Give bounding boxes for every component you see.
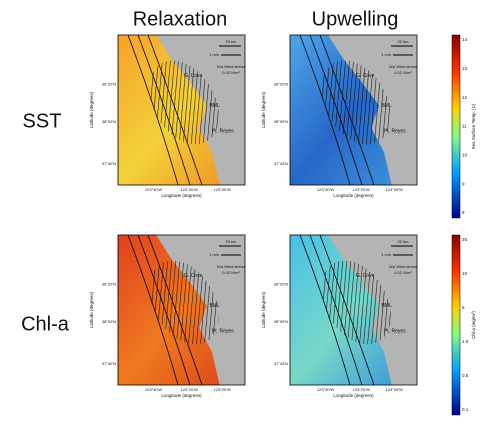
lat-tick-label: 38°20'N bbox=[102, 82, 116, 87]
lat-tick-label: 38°20'N bbox=[274, 82, 288, 87]
scale-label: 20 km bbox=[398, 239, 410, 244]
y-axis-label: Latitude (degrees) bbox=[89, 91, 94, 128]
lon-tick-label: 123°20'W bbox=[352, 187, 369, 192]
vector-label: 1 m/s bbox=[381, 252, 391, 257]
colorbar-tick-label: 11 bbox=[462, 124, 467, 129]
colorbar-tick-label: 1.0 bbox=[462, 339, 469, 344]
y-axis-label: Latitude (degrees) bbox=[261, 91, 266, 128]
stress-label: 0.02 N/m² bbox=[394, 70, 412, 75]
lon-tick-label: 123°00'W bbox=[214, 387, 231, 392]
lon-tick-label: 123°20'W bbox=[352, 387, 369, 392]
vector-label: 1 m/s bbox=[209, 252, 219, 257]
place-label: G. Cove bbox=[356, 273, 375, 279]
lat-tick-label: 38°20'N bbox=[102, 282, 116, 287]
x-axis-label: Longitude (degrees) bbox=[161, 393, 202, 398]
wind-label: N/d Wind stress bbox=[389, 64, 417, 69]
lat-tick-label: 37°40'N bbox=[274, 361, 288, 366]
place-label: BML bbox=[209, 103, 220, 109]
wind-label: N/d Wind stress bbox=[217, 264, 245, 269]
lat-tick-label: 38°20'N bbox=[274, 282, 288, 287]
colorbar-tick-label: 5 bbox=[462, 305, 465, 310]
row-label: SST bbox=[23, 110, 62, 132]
column-title: Relaxation bbox=[133, 8, 228, 30]
colorbar bbox=[452, 35, 460, 218]
lon-tick-label: 123°00'W bbox=[386, 387, 403, 392]
colorbar-tick-label: 25 bbox=[462, 237, 468, 242]
lat-tick-label: 37°40'N bbox=[102, 161, 116, 166]
place-label: G. Cove bbox=[184, 273, 203, 279]
place-label: Pt. Reyes bbox=[212, 128, 234, 134]
wind-label: N/d Wind stress bbox=[217, 64, 245, 69]
lon-tick-label: 123°40'W bbox=[317, 187, 334, 192]
y-axis-label: Latitude (degrees) bbox=[89, 291, 94, 328]
x-axis-label: Longitude (degrees) bbox=[161, 193, 202, 198]
lon-tick-label: 123°40'W bbox=[145, 187, 162, 192]
lon-tick-label: 123°00'W bbox=[386, 187, 403, 192]
lat-tick-label: 38°00'N bbox=[102, 119, 116, 124]
place-label: BML bbox=[381, 303, 392, 309]
wind-label: N/d Wind stress bbox=[389, 264, 417, 269]
stress-label: 0.02 N/m² bbox=[222, 270, 240, 275]
lon-tick-label: 123°00'W bbox=[214, 187, 231, 192]
vector-label: 1 m/s bbox=[381, 52, 391, 57]
scale-label: 20 km bbox=[226, 39, 238, 44]
figure: Relaxation Upwelling SST Chl-a 20 km 1 m/… bbox=[0, 0, 480, 427]
colorbar-tick-label: 0.1 bbox=[462, 407, 469, 412]
colorbar-tick-label: 13 bbox=[462, 66, 468, 71]
lat-tick-label: 37°40'N bbox=[274, 161, 288, 166]
row-label: Chl-a bbox=[21, 313, 70, 335]
colorbar-tick-label: 8 bbox=[462, 210, 465, 215]
place-label: Pt. Reyes bbox=[384, 328, 406, 334]
place-label: Pt. Reyes bbox=[384, 128, 406, 134]
place-label: Pt. Reyes bbox=[212, 328, 234, 334]
lon-tick-label: 123°40'W bbox=[145, 387, 162, 392]
colorbar-tick-label: 10 bbox=[462, 153, 468, 158]
scale-label: 20 km bbox=[226, 239, 238, 244]
place-label: G. Cove bbox=[356, 73, 375, 79]
colorbar bbox=[452, 235, 460, 415]
colorbar-tick-label: 14 bbox=[462, 37, 468, 42]
lat-tick-label: 38°00'N bbox=[274, 119, 288, 124]
colorbar-tick-label: 12 bbox=[462, 95, 468, 100]
column-title: Upwelling bbox=[312, 8, 399, 30]
lat-tick-label: 38°00'N bbox=[102, 319, 116, 324]
lat-tick-label: 37°40'N bbox=[102, 361, 116, 366]
place-label: BML bbox=[381, 103, 392, 109]
lat-tick-label: 38°00'N bbox=[274, 319, 288, 324]
lon-tick-label: 123°40'W bbox=[317, 387, 334, 392]
vector-label: 1 m/s bbox=[209, 52, 219, 57]
colorbar-label: Sea Surface Temp. (C) bbox=[471, 103, 476, 149]
x-axis-label: Longitude (degrees) bbox=[333, 393, 374, 398]
scale-label: 20 km bbox=[398, 39, 410, 44]
y-axis-label: Latitude (degrees) bbox=[261, 291, 266, 328]
colorbar-tick-label: 9 bbox=[462, 181, 465, 186]
lon-tick-label: 123°20'W bbox=[180, 187, 197, 192]
lon-tick-label: 123°20'W bbox=[180, 387, 197, 392]
place-label: G. Cove bbox=[184, 73, 203, 79]
colorbar-label: Chl-a (mg/m³) bbox=[471, 311, 476, 339]
place-label: BML bbox=[209, 303, 220, 309]
stress-label: 0.02 N/m² bbox=[222, 70, 240, 75]
colorbar-tick-label: 0.5 bbox=[462, 373, 469, 378]
stress-label: 0.02 N/m² bbox=[394, 270, 412, 275]
colorbar-tick-label: 10 bbox=[462, 271, 468, 276]
x-axis-label: Longitude (degrees) bbox=[333, 193, 374, 198]
